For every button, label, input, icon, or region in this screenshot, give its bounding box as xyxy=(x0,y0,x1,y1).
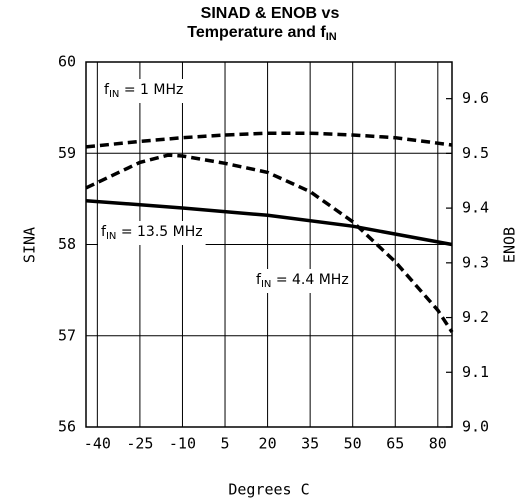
annotation-text: = 1 MHz xyxy=(119,82,183,98)
y2-tick-label: 9.1 xyxy=(462,363,489,381)
y2-tick-label: 9.5 xyxy=(462,144,489,162)
series-line xyxy=(85,153,454,334)
annotation: fIN = 4.4 MHz xyxy=(256,272,349,290)
x-tick-label: -25 xyxy=(126,435,153,453)
y-tick-label: 59 xyxy=(58,144,76,162)
title-subscript: IN xyxy=(326,31,337,43)
x-tick-label: 50 xyxy=(344,435,362,453)
annotation-bg xyxy=(98,221,206,245)
annotation-subscript: IN xyxy=(109,89,119,100)
x-tick-label: 65 xyxy=(386,435,404,453)
annotation: fIN = 13.5 MHz xyxy=(101,224,203,242)
y2-tick-label: 9.6 xyxy=(462,89,489,107)
x-tick-label: -10 xyxy=(169,435,196,453)
x-tick-label: 20 xyxy=(259,435,277,453)
chart-title: Temperature and fIN xyxy=(187,24,336,43)
x-tick-label: 80 xyxy=(429,435,447,453)
y-tick-label: 56 xyxy=(58,418,76,436)
annotation-text: f xyxy=(256,272,262,288)
chart-title: SINAD & ENOB vs xyxy=(201,5,340,22)
annotation-subscript: IN xyxy=(261,279,271,290)
series-line xyxy=(85,131,453,149)
series-line xyxy=(85,198,453,247)
annotation-bg xyxy=(101,79,187,103)
y2-axis-label: ENOB xyxy=(501,227,519,263)
y-tick-label: 57 xyxy=(58,326,76,344)
annotation-text: f xyxy=(104,82,110,98)
y-axis-label: SINA xyxy=(21,227,39,263)
y-tick-label: 58 xyxy=(58,235,76,253)
title-text: Temperature and f xyxy=(187,24,326,41)
x-tick-label: -40 xyxy=(84,435,111,453)
x-tick-label: 35 xyxy=(301,435,319,453)
y2-tick-label: 9.2 xyxy=(462,308,489,326)
annotation-text: = 4.4 MHz xyxy=(271,272,348,288)
annotation-text: = 13.5 MHz xyxy=(116,224,202,240)
x-tick-label: 5 xyxy=(221,435,230,453)
y2-tick-label: 9.4 xyxy=(462,199,489,217)
annotation: fIN = 1 MHz xyxy=(104,82,183,100)
annotation-subscript: IN xyxy=(106,231,116,242)
annotation-bg xyxy=(253,269,352,293)
y2-tick-label: 9.0 xyxy=(462,418,489,436)
annotation-text: f xyxy=(101,224,107,240)
y2-tick-label: 9.3 xyxy=(462,253,489,271)
x-axis-label: Degrees C xyxy=(228,481,309,499)
y-tick-label: 60 xyxy=(58,53,76,71)
